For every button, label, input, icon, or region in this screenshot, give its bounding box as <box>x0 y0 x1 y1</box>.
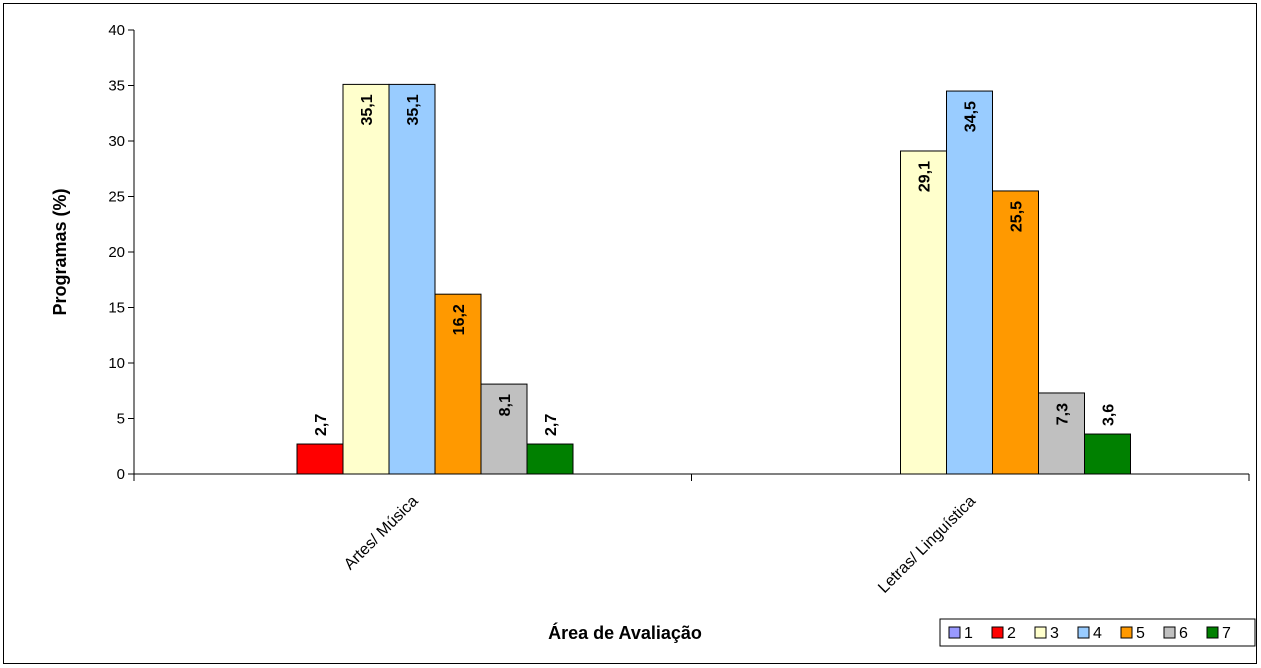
legend-swatch-1 <box>948 626 961 639</box>
legend: 1 2 3 4 5 6 7 <box>939 618 1256 647</box>
legend-label-1: 1 <box>964 625 973 642</box>
data-labels: 2,7 35,1 29,1 35,1 34,5 16,2 25,5 8,1 7,3 2,7 3,6 <box>313 94 1118 436</box>
data-label-series-6-cat-2: 7,3 <box>1055 403 1072 425</box>
legend-swatch-4 <box>1077 626 1090 639</box>
bar-series-3-cat-1 <box>342 83 390 475</box>
legend-label-6: 6 <box>1179 625 1188 642</box>
x-category-label: Letras/ Linguística <box>875 493 979 597</box>
data-label-series-4-cat-2: 34,5 <box>963 101 980 132</box>
data-label-series-7-cat-2: 3,6 <box>1101 404 1118 426</box>
x-category-label: Artes/ Música <box>341 493 422 574</box>
bar-series-2-cat-1 <box>296 443 344 475</box>
legend-label-4: 4 <box>1093 625 1102 642</box>
y-tick-label: 40 <box>108 22 125 39</box>
y-tick-label: 30 <box>108 133 125 150</box>
data-label-series-3-cat-1: 35,1 <box>359 94 376 125</box>
legend-swatch-7 <box>1206 626 1219 639</box>
data-label-series-7-cat-1: 2,7 <box>543 414 560 436</box>
legend-label-5: 5 <box>1136 625 1145 642</box>
y-tick-label: 35 <box>108 78 125 95</box>
bar-series-4-cat-1 <box>388 83 436 475</box>
bar-series-5-cat-2 <box>992 190 1039 475</box>
chart-frame <box>3 3 1257 664</box>
data-label-series-2-cat-1: 2,7 <box>313 414 330 436</box>
data-label-series-4-cat-1: 35,1 <box>405 94 422 125</box>
bar-series-4-cat-2 <box>946 90 993 475</box>
bar-series-7-cat-1 <box>526 443 574 475</box>
data-label-series-3-cat-2: 29,1 <box>917 161 934 192</box>
data-label-series-5-cat-2: 25,5 <box>1009 201 1026 232</box>
x-axis-title: Área de Avaliação <box>548 622 702 643</box>
legend-swatch-6 <box>1163 626 1176 639</box>
bars <box>296 83 1131 475</box>
legend-label-2: 2 <box>1007 625 1016 642</box>
y-tick-label: 25 <box>108 189 125 206</box>
y-tick-label: 15 <box>108 300 125 317</box>
y-tick-label: 0 <box>117 466 125 483</box>
bar-series-3-cat-2 <box>900 150 947 475</box>
y-tick-label: 5 <box>117 411 125 428</box>
legend-swatch-2 <box>991 626 1004 639</box>
legend-label-7: 7 <box>1222 625 1231 642</box>
y-tick-label: 10 <box>108 355 125 372</box>
x-axis-category-labels: Artes/ Música Letras/ Linguística <box>341 493 979 597</box>
data-label-series-5-cat-1: 16,2 <box>451 304 468 335</box>
legend-label-3: 3 <box>1050 625 1059 642</box>
data-label-series-6-cat-1: 8,1 <box>497 394 514 416</box>
legend-swatch-5 <box>1120 626 1133 639</box>
legend-swatch-3 <box>1034 626 1047 639</box>
bar-series-7-cat-2 <box>1084 433 1131 475</box>
y-tick-label: 20 <box>108 244 125 261</box>
axes <box>133 30 1250 481</box>
y-axis-title: Programas (%) <box>50 188 70 315</box>
y-axis-ticks: 0 5 10 15 20 25 30 35 40 <box>108 22 134 483</box>
